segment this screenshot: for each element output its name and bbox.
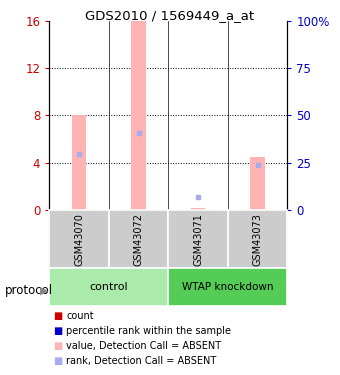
Text: control: control — [89, 282, 128, 292]
Text: ■: ■ — [53, 326, 62, 336]
Bar — [250, 157, 265, 210]
Text: ▶: ▶ — [40, 286, 49, 296]
Text: GSM43073: GSM43073 — [253, 213, 262, 266]
Text: rank, Detection Call = ABSENT: rank, Detection Call = ABSENT — [66, 356, 217, 366]
Bar — [72, 116, 86, 210]
Text: percentile rank within the sample: percentile rank within the sample — [66, 326, 231, 336]
Text: GSM43071: GSM43071 — [193, 213, 203, 266]
Bar — [168, 268, 287, 306]
Bar — [168, 210, 228, 268]
Text: GDS2010 / 1569449_a_at: GDS2010 / 1569449_a_at — [85, 9, 255, 22]
Text: ■: ■ — [53, 356, 62, 366]
Bar — [191, 208, 205, 210]
Bar — [109, 210, 168, 268]
Bar — [228, 210, 287, 268]
Text: ■: ■ — [53, 341, 62, 351]
Text: count: count — [66, 311, 94, 321]
Text: ■: ■ — [53, 311, 62, 321]
Text: value, Detection Call = ABSENT: value, Detection Call = ABSENT — [66, 341, 221, 351]
Bar — [131, 21, 146, 210]
Text: GSM43070: GSM43070 — [74, 213, 84, 266]
Bar — [49, 268, 168, 306]
Text: GSM43072: GSM43072 — [134, 213, 143, 266]
Text: WTAP knockdown: WTAP knockdown — [182, 282, 274, 292]
Text: protocol: protocol — [5, 284, 53, 297]
Bar — [49, 210, 109, 268]
